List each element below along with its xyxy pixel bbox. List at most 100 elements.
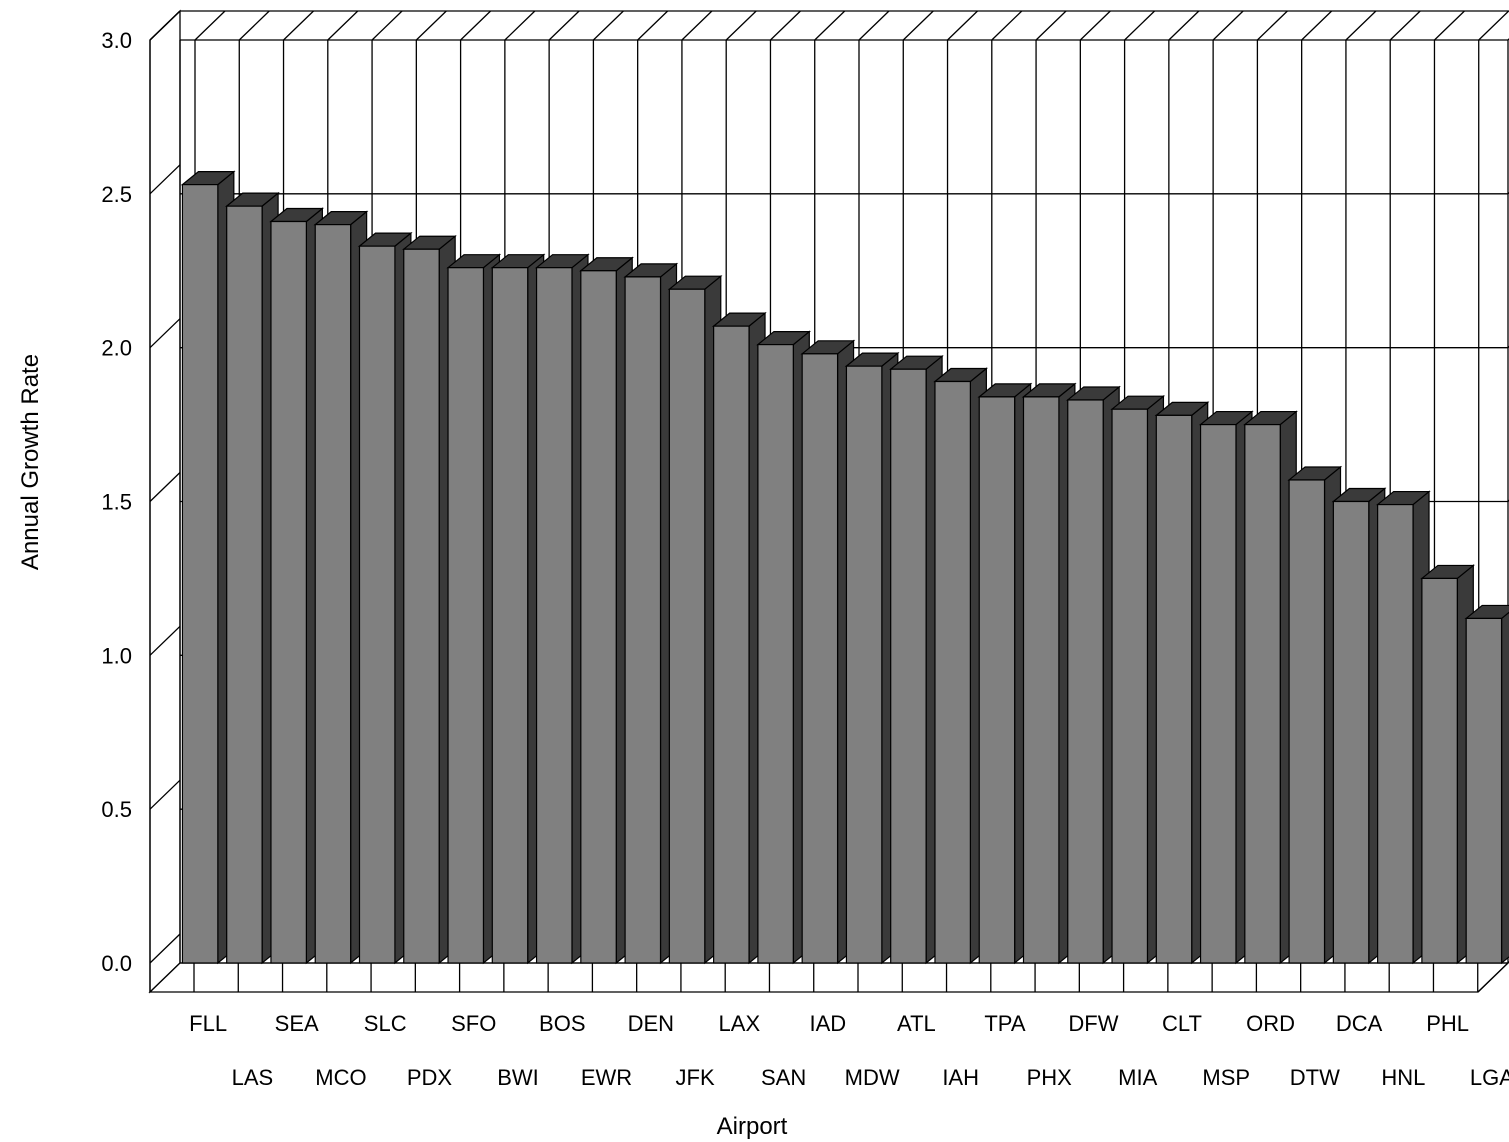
grid-line xyxy=(592,10,624,41)
bar xyxy=(1420,564,1475,965)
bar-front xyxy=(845,365,883,964)
bar-front xyxy=(1067,399,1104,964)
grid-line xyxy=(149,318,181,349)
bar-front xyxy=(403,248,440,964)
grid-line xyxy=(725,10,757,41)
grid-line xyxy=(238,10,270,41)
x-axis-title: Airport xyxy=(717,1113,788,1140)
bar xyxy=(269,207,325,965)
bar-front xyxy=(1421,577,1458,964)
y-axis-title: Annual Growth Rate xyxy=(17,354,44,570)
y-tick-label: 3.0 xyxy=(101,28,132,53)
bar-front xyxy=(934,380,971,964)
y-tick-label: 2.0 xyxy=(101,336,132,361)
grid-line xyxy=(149,779,181,810)
x-tick-label: SLC xyxy=(364,1011,407,1036)
grid-line xyxy=(149,625,181,656)
floor xyxy=(148,962,1509,993)
x-tick-label: IAD xyxy=(810,1011,847,1036)
x-tick-label: LAX xyxy=(719,1011,761,1036)
grid-line xyxy=(1389,10,1421,41)
bar xyxy=(1375,490,1431,965)
grid-line xyxy=(947,10,978,41)
x-tick-label: SEA xyxy=(275,1011,319,1036)
grid-line xyxy=(1079,10,1111,41)
bar-front xyxy=(580,270,617,964)
bar xyxy=(534,253,590,965)
bar-front xyxy=(801,353,839,964)
left-wall xyxy=(149,9,181,994)
grid-line xyxy=(1345,10,1377,41)
bar-front xyxy=(491,267,529,964)
x-tick-label: IAH xyxy=(942,1065,979,1090)
x-tick-label: ORD xyxy=(1246,1011,1295,1036)
x-tick-label: DTW xyxy=(1290,1065,1340,1090)
x-tick-label: MSP xyxy=(1202,1065,1250,1090)
bar-front xyxy=(624,276,662,964)
grid-line xyxy=(327,10,359,41)
bar xyxy=(889,354,944,965)
y-tick-label: 0.0 xyxy=(101,951,132,976)
grid-line xyxy=(149,10,181,41)
grid-line xyxy=(637,10,669,41)
bar-front xyxy=(447,267,485,964)
bar xyxy=(1243,410,1298,965)
grid-line xyxy=(1168,10,1200,41)
grid-line xyxy=(1256,10,1288,41)
x-tick-label: SAN xyxy=(761,1065,806,1090)
grid-line xyxy=(858,10,890,41)
bar-front xyxy=(1022,396,1060,964)
x-tick-label: LGA xyxy=(1470,1065,1509,1090)
bar-front xyxy=(270,220,307,964)
x-tick-label: TPA xyxy=(984,1011,1025,1036)
x-tick-label: BOS xyxy=(539,1011,585,1036)
bar xyxy=(1464,604,1509,965)
bar-front xyxy=(713,325,750,964)
bar-front xyxy=(890,368,927,964)
y-tick-label: 2.5 xyxy=(101,182,132,207)
bar-front xyxy=(1155,414,1193,964)
x-tick-label: BWI xyxy=(497,1065,539,1090)
plot-frame xyxy=(148,9,1509,994)
x-tick-label: JFK xyxy=(676,1065,715,1090)
grid-line xyxy=(1478,10,1509,41)
grid-line xyxy=(149,164,181,195)
x-tick-label: EWR xyxy=(581,1065,632,1090)
x-tick-label: MDW xyxy=(845,1065,900,1090)
bar-front xyxy=(1199,423,1237,964)
grid-line xyxy=(194,10,226,41)
grid-line xyxy=(1434,10,1465,41)
bars xyxy=(180,170,1509,965)
x-tick-label: SFO xyxy=(451,1011,496,1036)
grid-line xyxy=(460,10,492,41)
x-tick-label: MCO xyxy=(315,1065,366,1090)
y-tick-labels: 0.0 0.5 1.0 1.5 2.0 2.5 3.0 xyxy=(101,28,132,976)
x-tick-label: DCA xyxy=(1336,1011,1383,1036)
bar-front xyxy=(1332,500,1370,964)
x-tick-label: DEN xyxy=(628,1011,674,1036)
grid-line xyxy=(371,10,403,41)
x-tick-label: CLT xyxy=(1162,1011,1202,1036)
bar-front xyxy=(1288,479,1326,964)
bar-front xyxy=(535,267,573,964)
x-tick-label: LAS xyxy=(232,1065,274,1090)
x-tick-label: FLL xyxy=(189,1011,227,1036)
grid-line xyxy=(283,10,314,41)
bar-side xyxy=(1500,611,1509,965)
grid-line xyxy=(1301,10,1333,41)
bar-front xyxy=(358,245,396,964)
x-tick-label: ATL xyxy=(897,1011,936,1036)
bar-front xyxy=(181,184,219,964)
grid-line xyxy=(548,10,580,41)
y-tick-label: 0.5 xyxy=(101,797,132,822)
bar xyxy=(402,234,457,965)
grid-line xyxy=(1124,10,1156,41)
bar xyxy=(225,191,280,965)
x-tick-label: PHL xyxy=(1426,1011,1469,1036)
grid-line xyxy=(415,10,447,41)
grid-line xyxy=(681,10,713,41)
grid-line xyxy=(1035,10,1067,41)
bar-front xyxy=(226,205,263,964)
x-tick-label: PDX xyxy=(407,1065,453,1090)
grid-line xyxy=(149,933,181,964)
